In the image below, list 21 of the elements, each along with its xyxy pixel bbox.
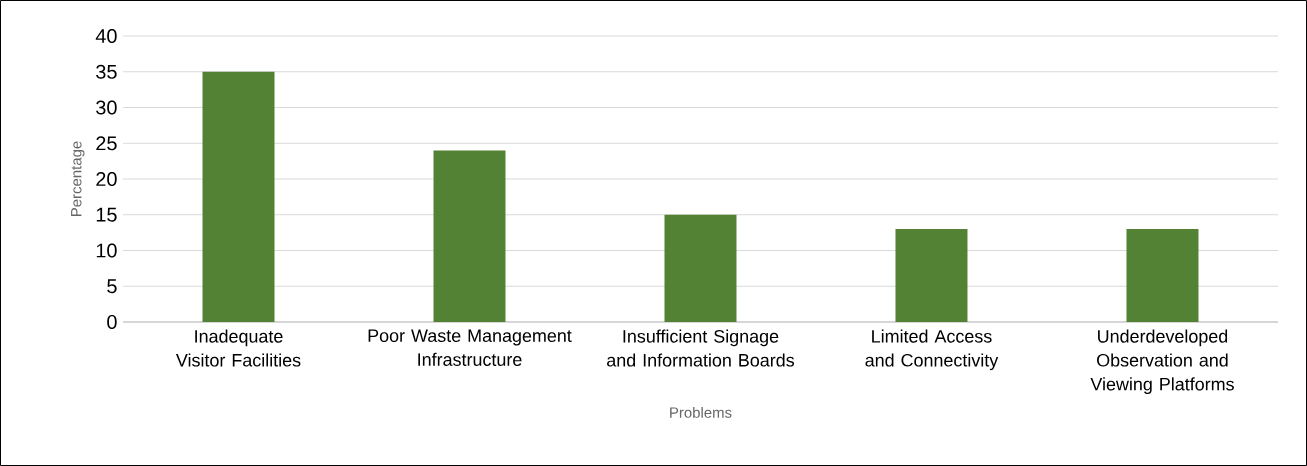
x-tick-label: Inadequate Visitor Facilities xyxy=(175,329,301,367)
bar xyxy=(895,229,968,322)
x-tick-label: Poor Waste Management Infrastructure xyxy=(368,329,572,366)
x-axis-title: Problems xyxy=(670,406,732,418)
y-tick-label: 15 xyxy=(96,207,117,222)
x-tick-label: Limited Access and Connectivity xyxy=(865,329,999,371)
y-axis-title: Percentage xyxy=(71,141,85,216)
bar xyxy=(1126,229,1199,322)
y-tick-label: 35 xyxy=(96,64,117,79)
y-tick-label: 40 xyxy=(95,28,117,44)
x-tick-label: Insufficient Signage and Information Boards xyxy=(607,329,795,367)
bar xyxy=(664,214,737,322)
y-tick-label: 25 xyxy=(96,136,117,151)
y-tick-label: 30 xyxy=(96,100,117,115)
y-tick-label: 0 xyxy=(107,314,117,330)
y-tick-label: 5 xyxy=(107,279,117,294)
y-tick-label: 20 xyxy=(96,171,117,187)
x-tick-label: Underdeveloped Observation and Viewing Platforms xyxy=(1090,329,1234,395)
bar xyxy=(433,150,506,322)
y-tick-label: 10 xyxy=(96,243,117,258)
bar xyxy=(202,71,275,322)
